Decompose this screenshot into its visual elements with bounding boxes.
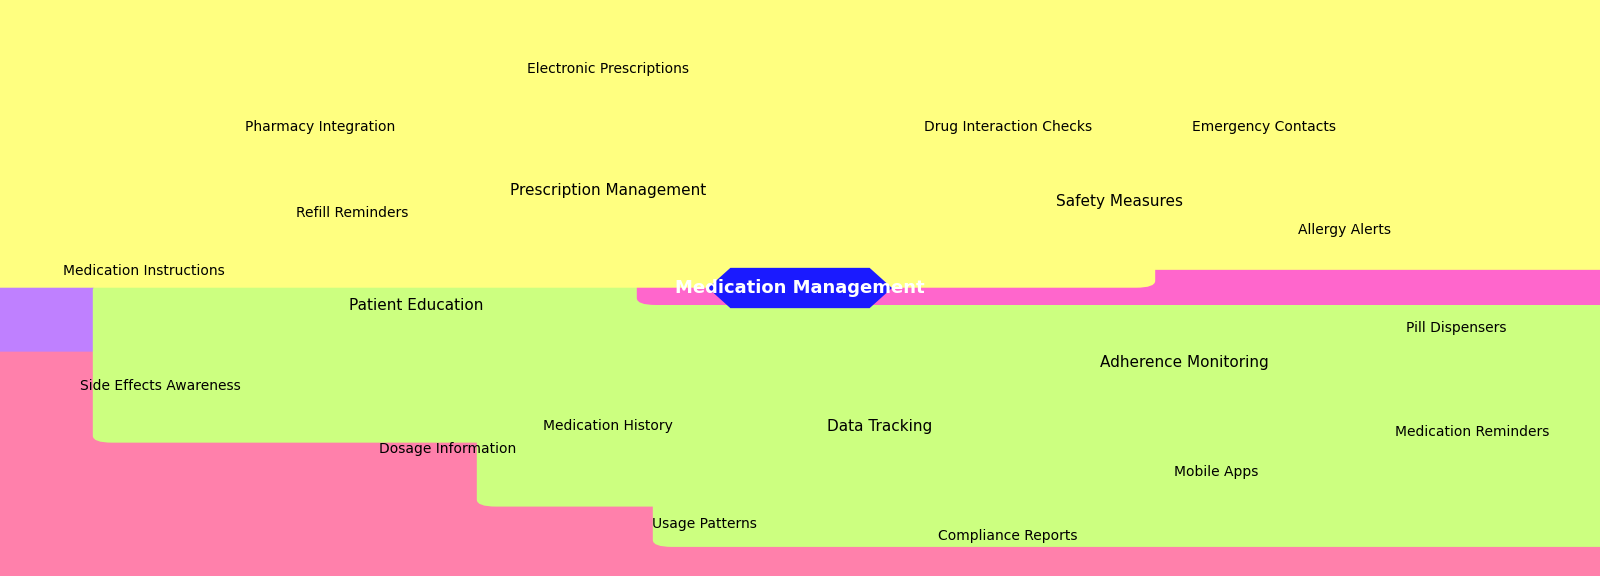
- FancyBboxPatch shape: [0, 225, 1349, 385]
- Text: Electronic Prescriptions: Electronic Prescriptions: [526, 62, 690, 76]
- Text: Adherence Monitoring: Adherence Monitoring: [1099, 355, 1269, 370]
- Text: Mobile Apps: Mobile Apps: [1174, 465, 1258, 479]
- FancyBboxPatch shape: [637, 156, 1600, 305]
- Text: Medication Management: Medication Management: [675, 279, 925, 297]
- Text: Side Effects Awareness: Side Effects Awareness: [80, 379, 240, 393]
- Text: Allergy Alerts: Allergy Alerts: [1298, 223, 1390, 237]
- FancyBboxPatch shape: [0, 0, 1600, 144]
- Text: Medication Reminders: Medication Reminders: [1395, 425, 1549, 439]
- FancyBboxPatch shape: [0, 311, 1251, 461]
- FancyBboxPatch shape: [365, 52, 1600, 201]
- Text: Pill Dispensers: Pill Dispensers: [1406, 321, 1506, 335]
- FancyBboxPatch shape: [293, 122, 1600, 281]
- Text: Medication History: Medication History: [542, 419, 674, 433]
- FancyBboxPatch shape: [0, 196, 1283, 345]
- FancyBboxPatch shape: [0, 449, 1411, 576]
- FancyBboxPatch shape: [158, 347, 1600, 506]
- Text: Refill Reminders: Refill Reminders: [296, 206, 408, 220]
- Polygon shape: [707, 268, 893, 308]
- FancyBboxPatch shape: [0, 139, 1155, 288]
- Text: Safety Measures: Safety Measures: [1056, 194, 1184, 209]
- Text: Medication Instructions: Medication Instructions: [62, 264, 226, 278]
- Text: Prescription Management: Prescription Management: [510, 183, 706, 198]
- Text: Compliance Reports: Compliance Reports: [938, 529, 1078, 543]
- Text: Emergency Contacts: Emergency Contacts: [1192, 120, 1336, 134]
- Text: Pharmacy Integration: Pharmacy Integration: [245, 120, 395, 134]
- FancyBboxPatch shape: [0, 52, 1315, 201]
- Text: Drug Interaction Checks: Drug Interaction Checks: [923, 120, 1093, 134]
- FancyBboxPatch shape: [0, 110, 1600, 270]
- FancyBboxPatch shape: [109, 461, 1600, 576]
- FancyBboxPatch shape: [93, 283, 1600, 442]
- FancyBboxPatch shape: [701, 253, 1600, 403]
- Text: Data Tracking: Data Tracking: [827, 419, 933, 434]
- FancyBboxPatch shape: [653, 398, 1600, 547]
- Text: Usage Patterns: Usage Patterns: [651, 517, 757, 531]
- Text: Patient Education: Patient Education: [349, 298, 483, 313]
- FancyBboxPatch shape: [477, 357, 1600, 507]
- FancyBboxPatch shape: [0, 375, 1347, 524]
- Text: Dosage Information: Dosage Information: [379, 442, 517, 456]
- FancyBboxPatch shape: [0, 52, 1600, 201]
- FancyBboxPatch shape: [0, 351, 1507, 501]
